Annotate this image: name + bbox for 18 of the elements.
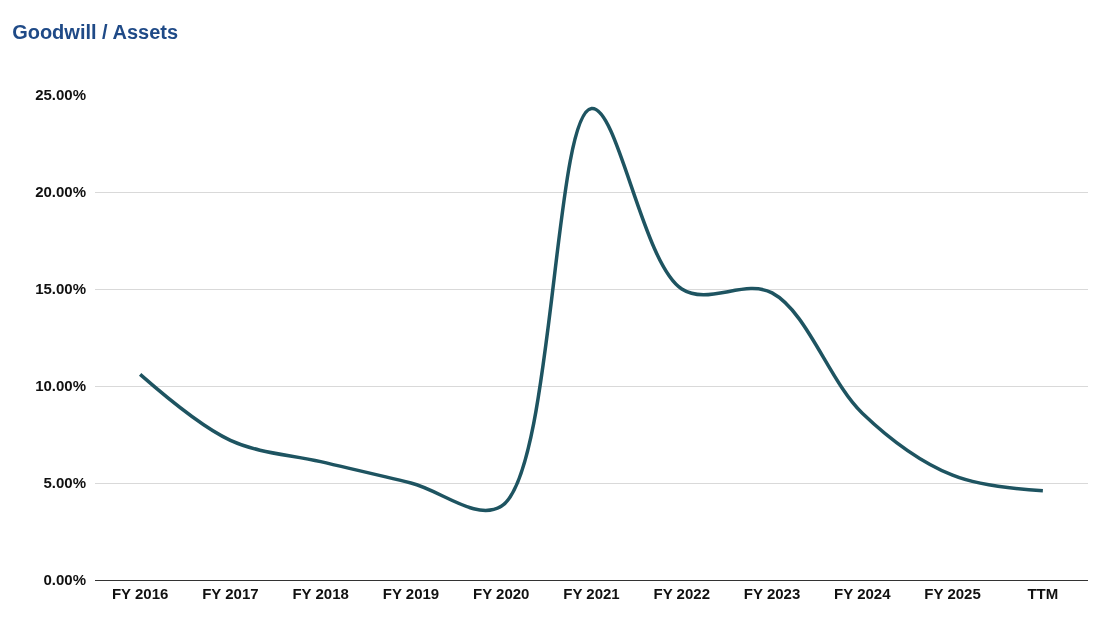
chart-title: Goodwill / Assets (12, 20, 179, 43)
y-tick-label: 20.00% (35, 183, 86, 201)
x-tick-label: FY 2021 (563, 585, 620, 602)
x-tick-label: FY 2020 (473, 585, 530, 602)
y-tick-label: 5.00% (43, 474, 86, 492)
y-tick-label: 0.00% (43, 571, 86, 589)
x-tick-label: FY 2016 (111, 585, 169, 602)
x-tick-label: FY 2017 (202, 585, 259, 602)
x-tick-label: FY 2022 (653, 585, 710, 602)
x-tick-label: FY 2025 (924, 585, 981, 602)
x-tick-label: FY 2023 (743, 585, 801, 602)
x-tick-label: FY 2024 (834, 585, 892, 602)
x-tick-label: FY 2019 (382, 585, 440, 602)
y-tick-label: 25.00% (35, 86, 86, 104)
x-tick-label: FY 2018 (292, 585, 349, 602)
y-tick-label: 15.00% (35, 280, 86, 298)
y-tick-label: 10.00% (35, 377, 86, 395)
x-tick-label: TTM (1027, 585, 1059, 602)
